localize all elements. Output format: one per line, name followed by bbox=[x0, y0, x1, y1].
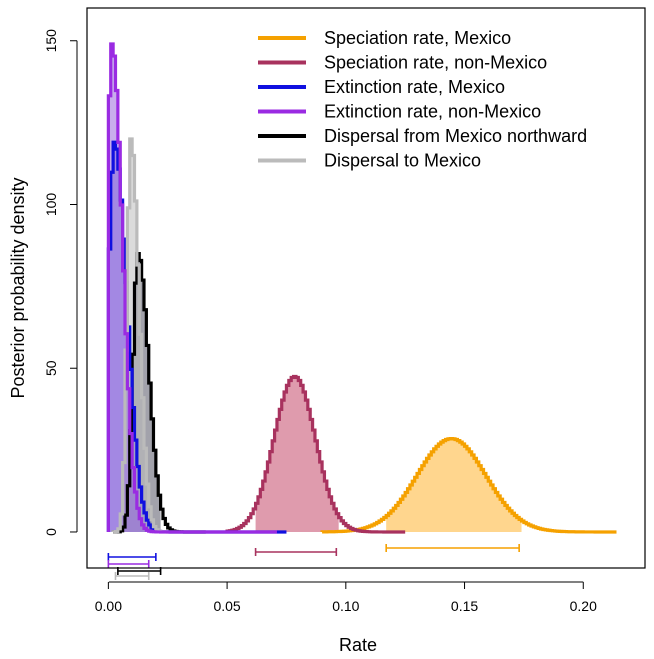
x-tick-label: 0.10 bbox=[332, 598, 359, 614]
x-tick-label: 0.05 bbox=[213, 598, 240, 614]
hpd-bar-speciation-rate-mexico bbox=[385, 544, 520, 552]
legend-label-dispersal-to-mexico: Dispersal to Mexico bbox=[324, 151, 481, 171]
density-fill-speciation-rate-non-mexico bbox=[255, 376, 339, 532]
x-tick-label: 0.15 bbox=[451, 598, 478, 614]
legend: Speciation rate, Mexico Speciation rate, … bbox=[258, 28, 587, 171]
plot-frame bbox=[86, 7, 646, 569]
density-fill-speciation-rate-mexico bbox=[386, 438, 522, 532]
legend-label-extinction-rate-non-mexico: Extinction rate, non-Mexico bbox=[324, 102, 541, 122]
hpd-bar-speciation-rate-non-mexico bbox=[254, 548, 338, 556]
y-axis-label: Posterior probability density bbox=[8, 177, 28, 398]
hpd-interval-bars bbox=[107, 544, 520, 580]
legend-item-dispersal-to-mexico: Dispersal to Mexico bbox=[258, 151, 481, 171]
density-curves bbox=[106, 42, 617, 534]
legend-label-dispersal-from-mexico-northward: Dispersal from Mexico northward bbox=[324, 126, 587, 146]
x-tick-label: 0.00 bbox=[95, 598, 122, 614]
x-axis: 0.00 0.05 0.10 0.15 0.20 bbox=[95, 581, 597, 614]
x-tick-label: 0.20 bbox=[570, 598, 597, 614]
legend-item-dispersal-from-mexico-northward: Dispersal from Mexico northward bbox=[258, 126, 587, 146]
legend-item-speciation-rate-mexico: Speciation rate, Mexico bbox=[258, 28, 511, 48]
legend-item-speciation-rate-non-mexico: Speciation rate, non-Mexico bbox=[258, 53, 547, 73]
hpd-bar-extinction-rate-mexico bbox=[107, 553, 157, 561]
y-tick-label: 150 bbox=[43, 29, 59, 53]
density-curve-speciation-rate-non-mexico bbox=[225, 374, 406, 534]
y-tick-label: 0 bbox=[43, 528, 59, 536]
density-fill-dispersal-to-mexico bbox=[115, 138, 149, 532]
y-axis: 0 50 100 150 bbox=[43, 29, 78, 536]
density-curve-extinction-rate-non-mexico bbox=[106, 42, 277, 534]
x-axis-label: Rate bbox=[339, 635, 377, 655]
legend-label-extinction-rate-mexico: Extinction rate, Mexico bbox=[324, 77, 505, 97]
y-tick-label: 100 bbox=[43, 193, 59, 217]
legend-item-extinction-rate-mexico: Extinction rate, Mexico bbox=[258, 77, 505, 97]
legend-label-speciation-rate-mexico: Speciation rate, Mexico bbox=[324, 28, 511, 48]
legend-label-speciation-rate-non-mexico: Speciation rate, non-Mexico bbox=[324, 53, 547, 73]
y-tick-label: 50 bbox=[43, 360, 59, 376]
hpd-bar-dispersal-to-mexico bbox=[114, 572, 150, 580]
hpd-bar-extinction-rate-non-mexico bbox=[107, 560, 150, 568]
legend-item-extinction-rate-non-mexico: Extinction rate, non-Mexico bbox=[258, 102, 541, 122]
density-curve-speciation-rate-mexico bbox=[320, 437, 617, 534]
